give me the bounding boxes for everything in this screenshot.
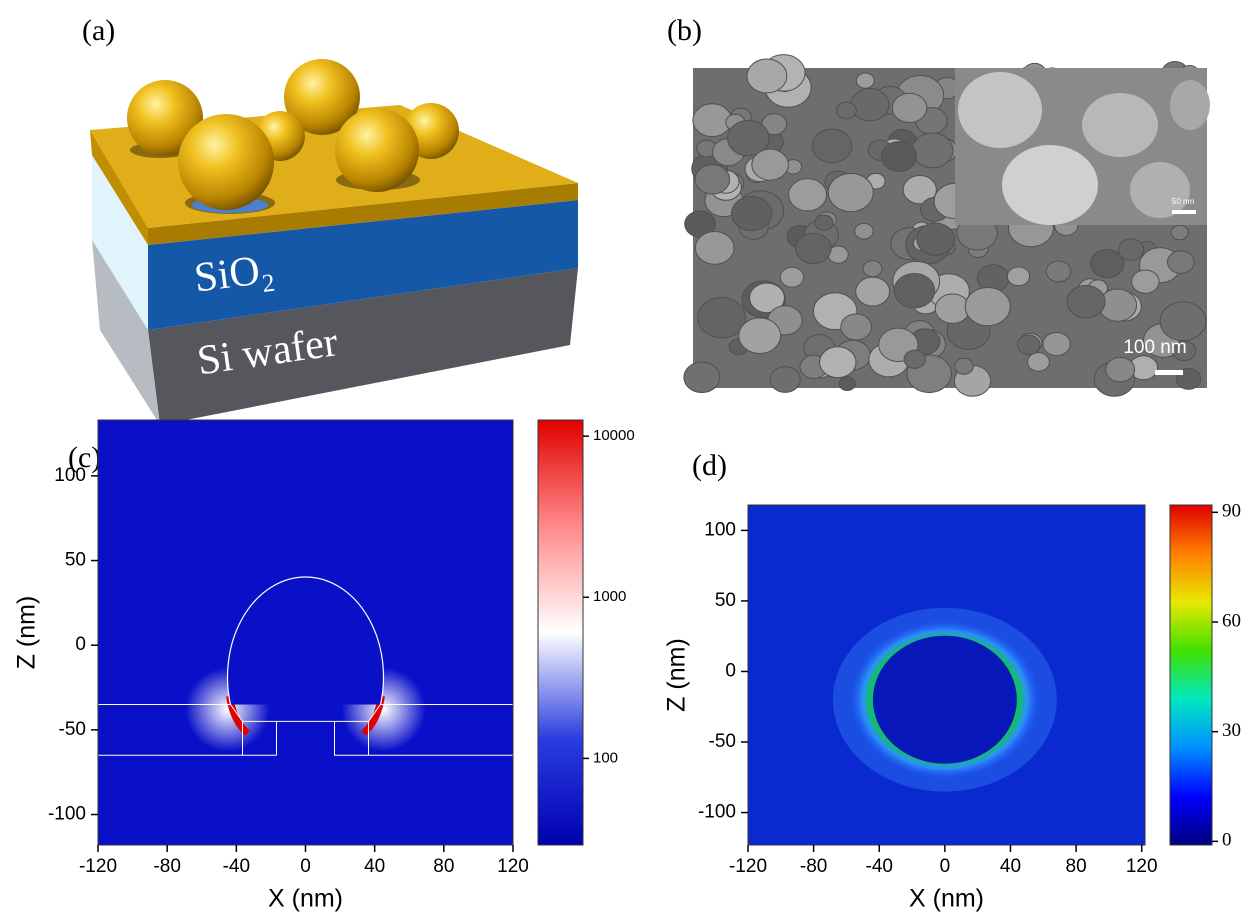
sem-particle [1043,332,1070,355]
sem-particle [1171,225,1188,240]
y-tick-label: 0 [75,634,86,655]
sem-particle [684,362,720,393]
sem-particle [695,231,734,264]
y-tick-label: 0 [725,660,736,681]
sem-particle [815,215,833,230]
sem-particle [695,165,730,194]
x-tick-label: 40 [1000,856,1021,877]
colorbar-tick-label: 0 [1222,830,1232,851]
sem-particle [904,350,925,368]
y-tick-label: -50 [59,719,86,740]
sem-particle [1160,302,1206,341]
scale-label: 100 nm [1123,337,1186,358]
colorbar-tick-label: 10000 [593,427,635,444]
sem-particle [820,347,856,378]
x-tick-label: -40 [866,856,893,877]
sem-particle [1118,239,1143,261]
particle [873,636,1017,764]
x-tick-label: 40 [364,856,385,877]
colorbar-tick-label: 1000 [593,588,626,605]
sem-particle [851,89,889,121]
y-axis-label: Z (nm) [663,638,691,712]
sem-particle [752,149,789,180]
colorbar-tick-label: 90 [1222,501,1241,522]
panel-label: (a) [82,14,115,47]
inset-scale-label: 50 nm [1172,197,1195,206]
inset-scale-bar [1172,210,1196,214]
x-tick-label: -120 [79,856,117,877]
sem-particle [747,59,787,93]
x-tick-label: 80 [433,856,454,877]
x-axis-label: X (nm) [909,885,984,913]
sem-particle [780,267,803,287]
y-axis-label: Z (nm) [13,596,41,670]
y-tick-label: 100 [704,519,736,540]
sem-particle [698,297,746,338]
panel-label: (b) [667,14,702,47]
sem-particle [855,223,874,239]
colorbar-tick-label: 100 [593,749,618,766]
sem-particle [955,358,974,374]
sem-particle [1046,261,1071,282]
colorbar [1170,505,1212,845]
sem-particle [789,179,827,211]
sem-particle [892,93,927,122]
sem-particle [856,277,890,306]
sem-particle [796,233,832,263]
y-tick-label: -50 [709,731,736,752]
x-tick-label: -80 [800,856,827,877]
x-tick-label: 80 [1066,856,1087,877]
sem-particle [828,173,873,211]
sem-particle [917,223,955,255]
figure: (a) SiO₂ Si wafer (b) 50 nm 100 nm (c)-1… [0,0,1258,915]
y-tick-label: -100 [698,802,736,823]
sem-particle [812,129,852,163]
colorbar-tick-label: 30 [1222,720,1241,741]
x-tick-label: 120 [1126,856,1158,877]
panel-label: (d) [692,449,727,482]
x-tick-label: 0 [300,856,311,877]
sem-particle [732,196,772,230]
sem-particle [894,273,935,307]
y-tick-label: 50 [65,550,86,571]
sem-particle [1132,270,1159,293]
y-tick-label: -100 [48,804,86,825]
sem-particle [856,73,874,88]
y-tick-label: 100 [54,465,86,486]
sem-particle [1027,353,1049,372]
x-tick-label: 0 [940,856,951,877]
colorbar-tick-label: 60 [1222,610,1241,631]
colorbar [538,420,583,845]
sem-particle [841,314,872,340]
sem-particle [1017,335,1040,354]
schematic [90,59,578,425]
x-tick-label: -80 [153,856,180,877]
x-tick-label: -40 [223,856,250,877]
sem-particle [1106,357,1135,382]
x-tick-label: -120 [729,856,767,877]
sem-particle [882,142,917,172]
sem-particle [965,287,1010,325]
sem-particle [912,133,953,168]
sem-particle [1067,286,1105,318]
sem-particle [839,377,855,391]
sem-particle [863,261,882,277]
x-axis-label: X (nm) [268,885,343,913]
scale-bar [1155,370,1183,375]
y-tick-label: 50 [715,590,736,611]
sem-particle [1007,267,1029,286]
sem-particle [935,294,970,323]
sem-particle [1167,251,1194,274]
layer-label: SiO₂ [192,246,277,301]
sem-particle [837,102,857,119]
x-tick-label: 120 [497,856,529,877]
sem-particle [739,318,781,354]
sem-particle [770,367,800,393]
